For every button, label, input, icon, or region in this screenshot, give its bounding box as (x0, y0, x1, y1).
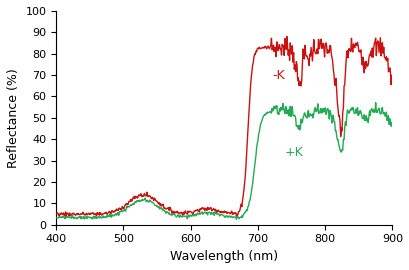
Text: -K: -K (272, 69, 285, 82)
Y-axis label: Reflectance (%): Reflectance (%) (7, 68, 20, 168)
Text: +K: +K (284, 146, 303, 159)
X-axis label: Wavelength (nm): Wavelength (nm) (170, 250, 278, 263)
